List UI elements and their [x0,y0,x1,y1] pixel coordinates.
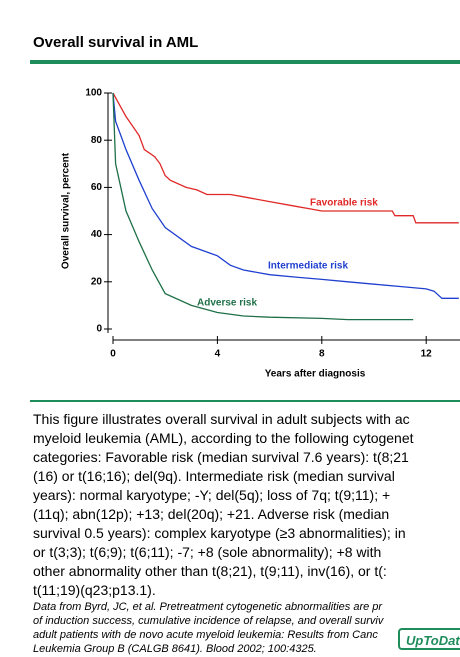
caption: This figure illustrates overall survival… [33,410,460,656]
survival-line [112,92,459,299]
survival-line [112,92,459,224]
x-tick-label: 12 [421,349,433,360]
series-label: Favorable risk [310,198,378,209]
caption-line: or t(3;3); t(6;9); t(6;11); -7; +8 (sole… [33,544,382,560]
chart: 0 20 40 60 80 100 0 4 8 12 Years after diagnosis Ov… [61,88,460,380]
caption-line: t(11;19)(q23;p13.1). [33,582,156,598]
x-axis-label: Years after diagnosis [265,369,366,380]
caption-line: This figure illustrates overall survival… [33,411,410,427]
y-axis-label: Overall survival, percent [61,152,72,269]
citation-line: of induction success, cumulative inciden… [33,615,384,627]
y-tick-label: 100 [85,88,102,99]
x-tick-label: 4 [215,349,221,360]
caption-line: (11q); abn(12p); +13; del(20q); +21. Adv… [33,506,390,522]
citation-line: Data from Byrd, JC, et al. Pretreatment … [33,601,383,613]
citation-line: Leukemia Group B (CALGB 8641). Blood 200… [33,643,317,655]
series-label: Intermediate risk [268,261,348,272]
x-tick-label: 8 [319,349,325,360]
caption-line: other abnormality other than t(8;21), t(… [33,563,387,579]
divider-rule [30,400,460,402]
survival-line [112,92,414,321]
x-tick-label: 0 [110,349,116,360]
y-tick-label: 40 [91,229,103,240]
header-rule [30,60,460,64]
page-title: Overall survival in AML [33,34,199,51]
caption-line: myeloid leukemia (AML), according to the… [33,430,414,446]
citation-line: adult patients with de novo acute myeloi… [33,629,378,641]
series-label: Adverse risk [197,298,257,309]
caption-line: categories: Favorable risk (median survi… [33,449,409,465]
caption-line: survival 0.5 years): complex karyotype (… [33,525,406,541]
caption-line: years): normal karyotype; -Y; del(5q); l… [33,487,391,503]
y-tick-label: 20 [91,276,103,287]
logo: UpToDate [398,628,460,650]
y-tick-label: 60 [91,182,103,193]
y-tick-label: 0 [96,324,102,335]
y-tick-label: 80 [91,135,103,146]
caption-line: (16) or t(16;16); del(9q). Intermediate … [33,468,395,484]
